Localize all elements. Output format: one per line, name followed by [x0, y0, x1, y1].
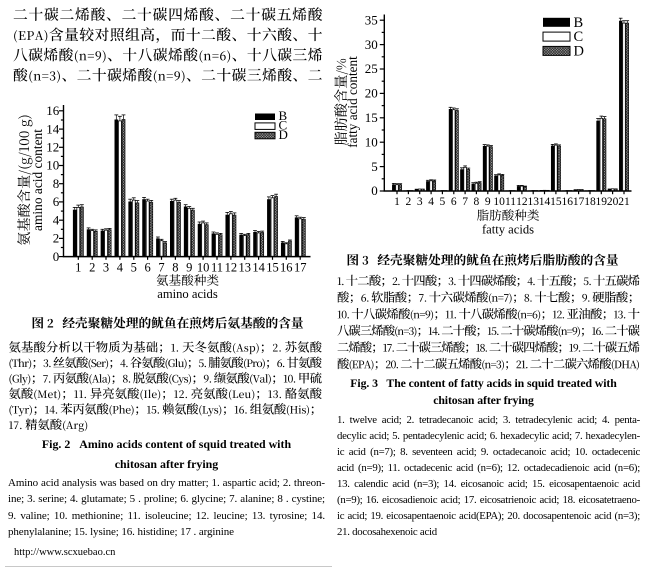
svg-text:8: 8 — [172, 261, 178, 275]
svg-text:7: 7 — [158, 261, 164, 275]
svg-text:25: 25 — [365, 61, 378, 76]
svg-text:5: 5 — [440, 196, 446, 208]
svg-text:13: 13 — [238, 261, 251, 275]
svg-text:8: 8 — [474, 196, 480, 208]
svg-text:20: 20 — [365, 86, 378, 101]
svg-text:D: D — [574, 43, 584, 59]
svg-text:10: 10 — [197, 261, 210, 275]
svg-text:15: 15 — [266, 261, 279, 275]
svg-text:16: 16 — [46, 103, 60, 118]
svg-text:14: 14 — [539, 196, 551, 208]
svg-text:3: 3 — [417, 196, 423, 208]
svg-text:0: 0 — [371, 183, 378, 198]
svg-text:5: 5 — [131, 261, 137, 275]
svg-text:4: 4 — [117, 261, 124, 275]
svg-text:fatty acid content: fatty acid content — [345, 56, 360, 148]
svg-text:C: C — [279, 117, 288, 132]
svg-text:4: 4 — [53, 212, 60, 227]
svg-text:16: 16 — [561, 196, 573, 208]
svg-text:21: 21 — [618, 196, 630, 208]
svg-text:18: 18 — [584, 196, 596, 208]
svg-text:4: 4 — [428, 196, 434, 208]
svg-text:13: 13 — [527, 196, 539, 208]
svg-text:7: 7 — [462, 196, 468, 208]
svg-text:14: 14 — [46, 121, 60, 136]
svg-text:5: 5 — [371, 159, 378, 174]
svg-text:1: 1 — [394, 196, 400, 208]
svg-text:17: 17 — [573, 196, 585, 208]
svg-text:16: 16 — [280, 261, 293, 275]
svg-text:10: 10 — [493, 196, 505, 208]
svg-text:8: 8 — [53, 176, 60, 191]
svg-text:9: 9 — [186, 261, 192, 275]
svg-text:15: 15 — [365, 110, 378, 125]
svg-text:6: 6 — [53, 194, 60, 209]
svg-text:0: 0 — [53, 249, 60, 264]
svg-text:9: 9 — [485, 196, 491, 208]
svg-text:B: B — [574, 15, 584, 31]
svg-text:11: 11 — [505, 196, 516, 208]
svg-text:2: 2 — [53, 231, 60, 246]
svg-text:10: 10 — [365, 134, 378, 149]
svg-text:3: 3 — [103, 261, 109, 275]
svg-text:fatty acids: fatty acids — [482, 223, 534, 237]
svg-text:D: D — [279, 127, 288, 142]
svg-text:10: 10 — [46, 158, 59, 173]
svg-text:6: 6 — [144, 261, 150, 275]
svg-text:14: 14 — [252, 261, 265, 275]
svg-text:6: 6 — [451, 196, 457, 208]
svg-text:1: 1 — [75, 261, 81, 275]
svg-text:15: 15 — [550, 196, 562, 208]
svg-text:B: B — [279, 108, 288, 123]
svg-text:amino acid content: amino acid content — [30, 129, 45, 231]
svg-text:2: 2 — [89, 261, 95, 275]
svg-text:11: 11 — [211, 261, 223, 275]
svg-text:20: 20 — [607, 196, 619, 208]
svg-text:17: 17 — [294, 261, 307, 275]
svg-text:12: 12 — [46, 140, 59, 155]
svg-text:12: 12 — [225, 261, 238, 275]
svg-text:19: 19 — [596, 196, 608, 208]
svg-text:C: C — [574, 29, 584, 45]
svg-text:12: 12 — [516, 196, 528, 208]
svg-text:30: 30 — [365, 37, 378, 52]
svg-text:amino acids: amino acids — [157, 287, 218, 301]
svg-text:35: 35 — [365, 12, 378, 27]
svg-text:2: 2 — [406, 196, 412, 208]
